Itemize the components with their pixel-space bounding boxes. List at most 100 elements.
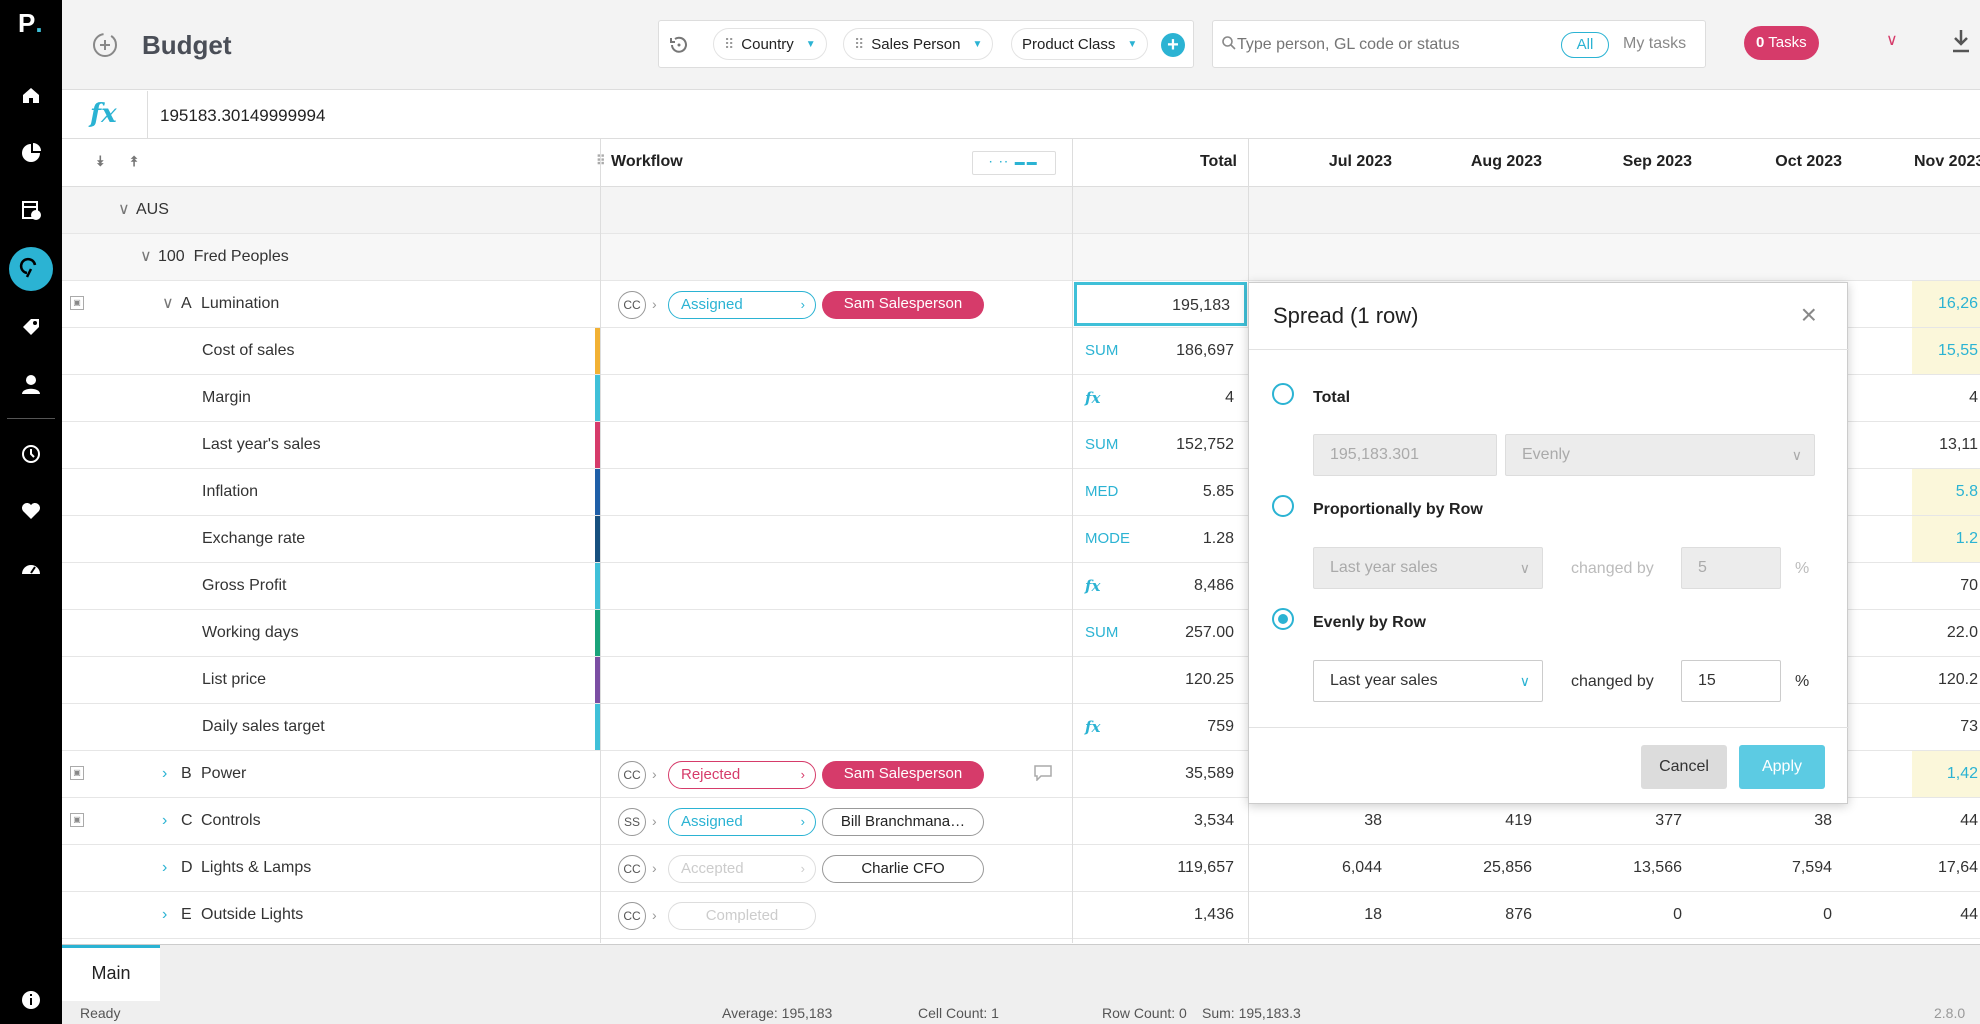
total-value-field[interactable]: 195,183.301 [1313,434,1497,476]
total-cell[interactable]: 8,486 [1193,577,1234,594]
tag-edit-icon[interactable] [0,305,62,349]
reset-icon[interactable] [667,33,691,62]
filter-country[interactable]: ⠿ Country ▼ [713,28,827,60]
total-cell[interactable]: 186,697 [1176,342,1234,359]
nov-cell[interactable]: 44 [1960,812,1978,829]
chevron-down-icon[interactable]: ∨ [140,248,152,265]
month-header[interactable]: Jul 2023 [1328,153,1392,170]
nov-cell[interactable]: 120.2 [1937,671,1978,688]
even-value-input[interactable]: 15 [1681,660,1781,702]
total-cell[interactable]: 3,534 [1193,812,1234,829]
selected-total-cell[interactable]: 195,183 [1074,282,1247,326]
nov-cell[interactable]: 44 [1960,906,1978,923]
total-cell[interactable]: 119,657 [1177,859,1234,876]
table-row[interactable]: List price 120.25 120.2 [62,657,1980,704]
filter-all-pill[interactable]: All [1561,32,1609,58]
total-cell[interactable]: 257.00 [1185,624,1234,641]
table-row[interactable]: ▣ › B Power CC › Rejected › Sam Salespers… [62,751,1980,798]
chevron-down-icon[interactable]: ∨ [118,201,130,218]
nov-cell[interactable]: 13,11 [1939,436,1978,453]
apply-button[interactable]: Apply [1739,745,1825,789]
total-header[interactable]: Total [1199,153,1237,170]
month-header[interactable]: Sep 2023 [1622,153,1692,170]
tab-main[interactable]: Main [62,945,160,1001]
nov-cell[interactable]: 73 [1960,718,1978,735]
collapse-all-icon[interactable]: ⯯ [96,153,105,169]
nov-cell[interactable]: 5.8 [1912,469,1980,515]
aug-cell[interactable]: 25,856 [1483,859,1532,876]
person-pill[interactable]: Bill Branchmana… [822,808,984,836]
month-header[interactable]: Aug 2023 [1470,153,1542,170]
close-icon[interactable]: × [1800,299,1817,330]
total-cell[interactable]: 5.85 [1202,483,1234,500]
nov-cell[interactable]: 17,64 [1937,859,1978,876]
cc-badge[interactable]: CC [618,855,646,883]
person-pill[interactable]: Charlie CFO [822,855,984,883]
nov-cell[interactable]: 70 [1960,577,1978,594]
nov-cell[interactable]: 22.0 [1946,624,1978,641]
total-cell[interactable]: 120.25 [1185,671,1234,688]
tasks-badge[interactable]: 0 Tasks [1744,26,1819,60]
cancel-button[interactable]: Cancel [1641,745,1727,789]
sep-cell[interactable]: 13,566 [1633,859,1682,876]
table-row[interactable]: › E Outside Lights CC › Completed 1,436 … [62,892,1980,939]
my-tasks-toggle[interactable]: My tasks [1623,35,1687,52]
oct-cell[interactable]: 0 [1823,906,1832,923]
home-icon[interactable] [0,73,62,117]
table-row[interactable]: Daily sales target fx 759 73 [62,704,1980,751]
nov-cell[interactable]: 16,26 [1912,281,1980,327]
formula-value[interactable]: 195183.30149999994 [160,106,326,125]
total-method-select[interactable]: Evenly ∨ [1505,434,1815,476]
status-pill-assigned[interactable]: Assigned › [668,291,816,319]
table-row[interactable]: Gross Profit fx 8,486 70 [62,563,1980,610]
oct-cell[interactable]: 38 [1814,812,1832,829]
chevron-down-icon[interactable]: ∨ [162,295,174,312]
group-row[interactable]: ∨ 100 Fred Peoples [62,234,1980,281]
expand-box-icon[interactable]: ▣ [70,813,84,827]
expand-box-icon[interactable]: ▣ [70,296,84,310]
ss-badge[interactable]: SS [618,808,646,836]
person-pill[interactable]: Sam Salesperson [822,761,984,789]
cc-badge[interactable]: CC [618,902,646,930]
user-icon[interactable] [0,362,62,406]
chevron-right-icon[interactable]: › [162,765,168,782]
chevron-right-icon[interactable]: › [162,812,168,829]
nov-cell[interactable]: 4 [1969,389,1978,406]
view-density-toggle[interactable]: · ·· ▬▬ [972,151,1056,175]
radio-evenly-by-row[interactable] [1272,608,1294,630]
total-cell[interactable]: 152,752 [1176,436,1234,453]
table-row[interactable]: Working days SUM 257.00 22.0 [62,610,1980,657]
table-row[interactable]: Inflation MED 5.85 5.8 [62,469,1980,516]
status-pill-rejected[interactable]: Rejected › [668,761,816,789]
speedometer-icon[interactable] [0,547,62,591]
table-row[interactable]: › D Lights & Lamps CC › Accepted › Charli… [62,845,1980,892]
search-input[interactable] [1237,33,1537,57]
table-row[interactable]: ▣ › C Controls SS › Assigned › Bill Branc… [62,798,1980,845]
even-basis-select[interactable]: Last year sales ∨ [1313,660,1543,702]
budget-sheet-icon[interactable] [0,188,62,232]
nov-cell[interactable]: 1.2 [1912,516,1980,562]
table-row[interactable]: ▣ ∨ A Lumination CC › Assigned › Sam Sale… [62,281,1980,328]
filter-sales-person[interactable]: ⠿ Sales Person ▼ [843,28,994,60]
sep-cell[interactable]: 0 [1673,906,1682,923]
total-cell[interactable]: 35,589 [1185,765,1234,782]
aug-cell[interactable]: 876 [1505,906,1532,923]
chevron-down-icon[interactable]: ∨ [1886,32,1898,49]
total-cell[interactable]: 1,436 [1193,906,1234,923]
expand-box-icon[interactable]: ▣ [70,766,84,780]
table-row[interactable]: Last year's sales SUM 152,752 13,11 [62,422,1980,469]
history-icon[interactable] [0,432,62,476]
table-row[interactable]: Cost of sales SUM 186,697 15,55 [62,328,1980,375]
table-row[interactable]: Exchange rate MODE 1.28 1.2 [62,516,1980,563]
nov-cell[interactable]: 1,42 [1912,751,1980,797]
radio-total[interactable] [1272,383,1294,405]
app-logo[interactable]: P. [18,8,43,38]
oct-cell[interactable]: 7,594 [1791,859,1832,876]
workflow-header[interactable]: Workflow [611,153,683,170]
chevron-right-icon[interactable]: › [162,906,168,923]
radio-proportionally[interactable] [1272,495,1294,517]
planning-icon[interactable] [0,247,62,291]
status-pill-accepted[interactable]: Accepted › [668,855,816,883]
group-row[interactable]: ∨ AUS [62,187,1980,234]
dashboard-chart-icon[interactable] [0,131,62,175]
